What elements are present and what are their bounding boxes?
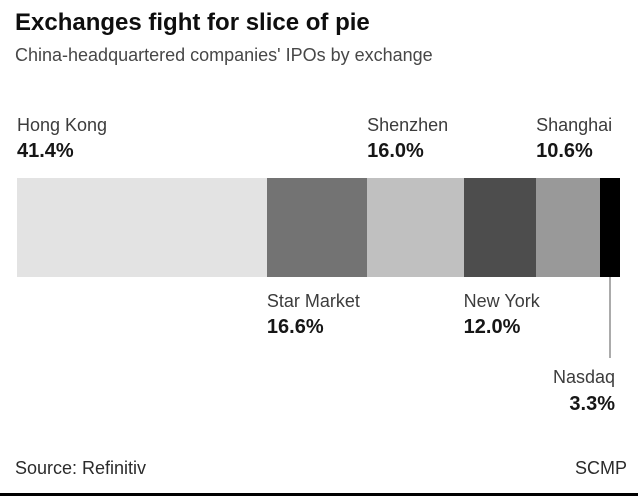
- source-credit: Source: Refinitiv: [15, 458, 147, 478]
- bar-segment-nasdaq: [600, 178, 620, 277]
- segment-label-new-york: New York: [463, 291, 540, 311]
- bar-segment-hong-kong: [17, 178, 267, 277]
- segment-label-block-new-york: New York 12.0%: [464, 290, 540, 340]
- segment-value-new-york: 12.0%: [463, 316, 521, 338]
- segment-label-hong-kong: Hong Kong: [17, 115, 108, 135]
- segment-value-hong-kong: 41.4%: [17, 140, 74, 162]
- bar-segment-star-market: [266, 178, 368, 277]
- bar-segment-shenzhen: [367, 178, 464, 277]
- segment-label-nasdaq: Nasdaq: [552, 367, 615, 387]
- nasdaq-callout: Nasdaq 3.3%: [553, 366, 615, 417]
- chart-title: Exchanges fight for slice of pie: [15, 9, 370, 36]
- chart-subtitle: China-headquartered companies' IPOs by e…: [15, 45, 433, 65]
- segment-label-block-shanghai: Shanghai 10.6%: [536, 114, 612, 164]
- brand-credit: SCMP: [574, 458, 627, 478]
- segment-label-star-market: Star Market: [266, 291, 360, 311]
- segment-label-shenzhen: Shenzhen: [367, 115, 449, 135]
- segment-value-star-market: 16.6%: [266, 316, 324, 338]
- bar-segment-shanghai: [536, 178, 601, 277]
- nasdaq-leader-line: [609, 277, 612, 358]
- bar-segment-new-york: [463, 178, 537, 277]
- labels-above-layer: Hong Kong 41.4% Shenzhen 16.0% Shanghai 10.6%: [17, 114, 620, 174]
- labels-below-layer: Star Market 16.6% New York 12.0%: [17, 290, 620, 350]
- bottom-rule: [0, 493, 638, 496]
- segment-label-block-shenzhen: Shenzhen 16.0%: [367, 114, 448, 164]
- segment-value-shanghai: 10.6%: [536, 140, 593, 162]
- segment-value-shenzhen: 16.0%: [367, 140, 424, 162]
- segment-label-block-star-market: Star Market 16.6%: [267, 290, 360, 340]
- stacked-bar-chart: Hong Kong 41.4% Shenzhen 16.0% Shanghai 10.6%…: [17, 0, 620, 435]
- stacked-bar: [17, 178, 620, 277]
- segment-label-shanghai: Shanghai: [536, 115, 613, 135]
- segment-value-nasdaq: 3.3%: [569, 393, 615, 415]
- segment-label-block-hong-kong: Hong Kong 41.4%: [17, 114, 107, 164]
